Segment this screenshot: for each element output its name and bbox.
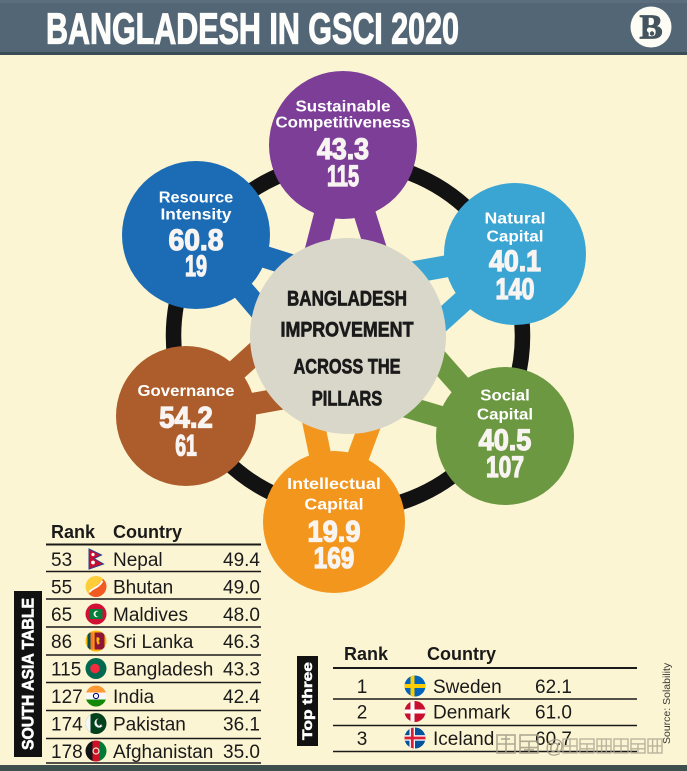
svg-text:Denmark: Denmark (433, 702, 511, 723)
svg-text:BANGLADESH IN GSCI 2020: BANGLADESH IN GSCI 2020 (46, 5, 459, 54)
svg-text:140: 140 (496, 273, 535, 306)
svg-text:54.2: 54.2 (159, 401, 213, 434)
svg-text:19.9: 19.9 (308, 515, 361, 548)
svg-text:Social: Social (480, 388, 530, 405)
svg-text:53: 53 (51, 550, 72, 571)
svg-text:40.1: 40.1 (489, 245, 541, 278)
svg-text:Natural: Natural (485, 211, 546, 228)
svg-text:IMPROVEMENT: IMPROVEMENT (281, 318, 414, 342)
svg-text:2: 2 (357, 702, 368, 723)
svg-text:35.0: 35.0 (223, 742, 260, 763)
svg-text:55: 55 (51, 577, 72, 598)
svg-text:Pakistan: Pakistan (113, 714, 186, 735)
svg-text:Iceland: Iceland (433, 729, 494, 750)
svg-text:Bhutan: Bhutan (113, 577, 173, 598)
svg-text:Resource: Resource (159, 190, 234, 207)
svg-text:127: 127 (51, 687, 83, 708)
svg-text:46.3: 46.3 (223, 632, 260, 653)
svg-text:65: 65 (51, 605, 72, 626)
svg-text:Top three: Top three (299, 662, 315, 740)
svg-text:1: 1 (357, 677, 368, 698)
svg-text:Source: Solability: Source: Solability (661, 662, 673, 744)
svg-text:Capital: Capital (477, 407, 533, 424)
svg-text:Rank: Rank (344, 644, 389, 664)
svg-text:Maldives: Maldives (113, 605, 188, 626)
svg-text:ACROSS THE: ACROSS THE (294, 355, 401, 379)
svg-text:115: 115 (51, 659, 81, 680)
svg-text:49.0: 49.0 (223, 577, 260, 598)
svg-text:India: India (113, 687, 155, 708)
svg-text:Rank: Rank (51, 522, 96, 542)
svg-text:49.4: 49.4 (223, 550, 260, 571)
svg-text:115: 115 (327, 160, 359, 193)
svg-text:Intellectual: Intellectual (287, 476, 381, 493)
svg-text:40.5: 40.5 (479, 424, 532, 457)
svg-text:36.1: 36.1 (223, 714, 260, 735)
svg-text:Bangladesh: Bangladesh (113, 659, 213, 680)
svg-text:61: 61 (175, 429, 197, 462)
svg-text:BANGLADESH: BANGLADESH (287, 287, 407, 311)
svg-text:Afghanistan: Afghanistan (113, 742, 213, 763)
svg-text:Sustainable: Sustainable (296, 99, 391, 116)
svg-text:60.8: 60.8 (169, 224, 224, 257)
svg-text:Country: Country (113, 522, 182, 542)
svg-text:62.1: 62.1 (535, 677, 572, 698)
svg-text:3: 3 (357, 729, 368, 750)
svg-text:Sri Lanka: Sri Lanka (113, 632, 194, 653)
svg-text:43.3: 43.3 (317, 133, 369, 166)
svg-text:Nepal: Nepal (113, 550, 163, 571)
svg-text:86: 86 (51, 632, 72, 653)
svg-text:19: 19 (185, 250, 207, 283)
svg-text:Sweden: Sweden (433, 677, 502, 698)
svg-text:Country: Country (427, 644, 496, 664)
svg-text:B: B (639, 8, 662, 47)
svg-text:48.0: 48.0 (223, 605, 260, 626)
svg-text:PILLARS: PILLARS (312, 387, 383, 411)
svg-text:@: @ (545, 737, 564, 758)
svg-text:169: 169 (314, 542, 355, 575)
svg-text:61.0: 61.0 (535, 702, 572, 723)
svg-text:Competitiveness: Competitiveness (276, 115, 411, 132)
svg-text:174: 174 (51, 714, 83, 735)
svg-text:SOUTH ASIA TABLE: SOUTH ASIA TABLE (19, 598, 38, 750)
svg-text:Capital: Capital (304, 497, 363, 514)
svg-text:Capital: Capital (487, 229, 544, 246)
svg-text:178: 178 (51, 742, 83, 763)
svg-text:42.4: 42.4 (223, 687, 260, 708)
svg-text:43.3: 43.3 (223, 659, 260, 680)
svg-text:107: 107 (486, 451, 524, 484)
svg-text:Intensity: Intensity (161, 207, 232, 224)
svg-text:Governance: Governance (138, 383, 235, 400)
